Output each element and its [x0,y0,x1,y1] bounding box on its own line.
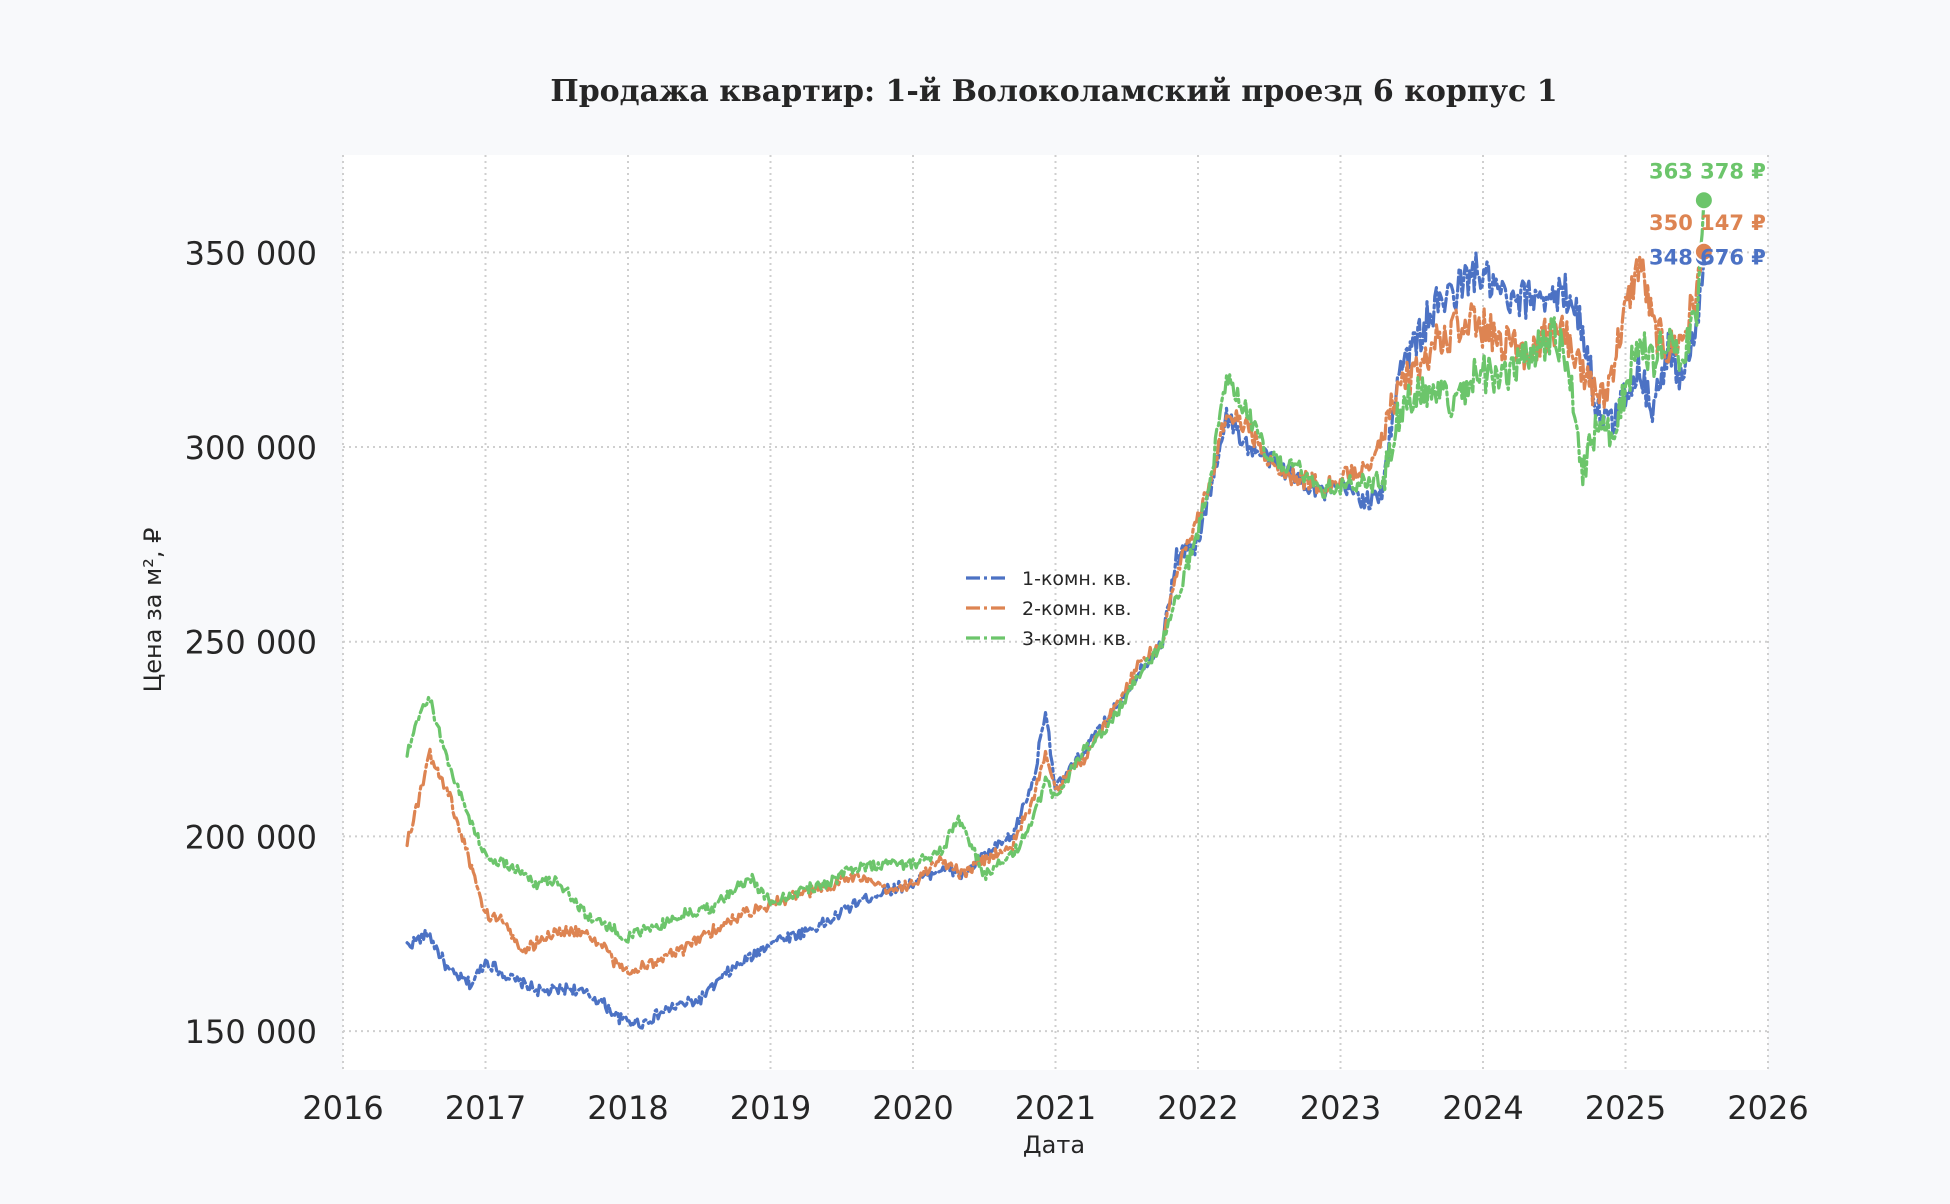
series-line [405,251,1706,1030]
legend-label: 3-комн. кв. [1022,628,1132,650]
y-tick-label: 150 000 [185,1013,317,1051]
x-tick-label: 2023 [1300,1089,1381,1127]
y-tick-labels: 150 000 200 000 250 000 300 000 350 000 [185,234,317,1051]
last-value-marker [1693,241,1714,262]
x-gridlines [342,155,1769,1070]
last-value-markers: 348 676 ₽ 350 147 ₽ 363 378 ₽ [1649,159,1766,269]
y-tick-label: 250 000 [185,624,317,662]
x-tick-label: 2020 [872,1089,953,1127]
y-tick-label: 300 000 [185,429,317,467]
x-tick-label: 2018 [587,1089,668,1127]
x-tick-label: 2021 [1015,1089,1096,1127]
x-tick-label: 2017 [445,1089,526,1127]
chart-title: Продажа квартир: 1-й Волоколамский проез… [550,74,1557,109]
y-tick-label: 200 000 [185,818,317,856]
x-tick-label: 2016 [302,1089,383,1127]
x-axis-label: Дата [1023,1131,1085,1159]
series-line [405,250,1706,976]
last-value-label: 350 147 ₽ [1649,211,1766,235]
x-tick-label: 2026 [1727,1089,1808,1127]
y-tick-label: 350 000 [185,234,317,272]
series-layer [405,198,1706,1030]
legend-label: 2-комн. кв. [1022,598,1132,620]
y-axis-label: Цена за м², ₽ [139,528,167,693]
last-value-label: 348 676 ₽ [1649,245,1766,269]
x-tick-label: 2024 [1442,1089,1523,1127]
last-value-marker [1693,190,1714,211]
x-tick-label: 2022 [1157,1089,1238,1127]
x-tick-label: 2019 [730,1089,811,1127]
series-line [405,198,1706,944]
legend: 1-комн. кв. 2-комн. кв. 3-комн. кв. [966,568,1132,650]
last-value-label: 363 378 ₽ [1649,159,1766,183]
x-tick-labels: 2016 2017 2018 2019 2020 2021 2022 2023 2024 2025… [302,1089,1808,1127]
legend-label: 1-комн. кв. [1022,568,1132,590]
x-tick-label: 2025 [1585,1089,1666,1127]
